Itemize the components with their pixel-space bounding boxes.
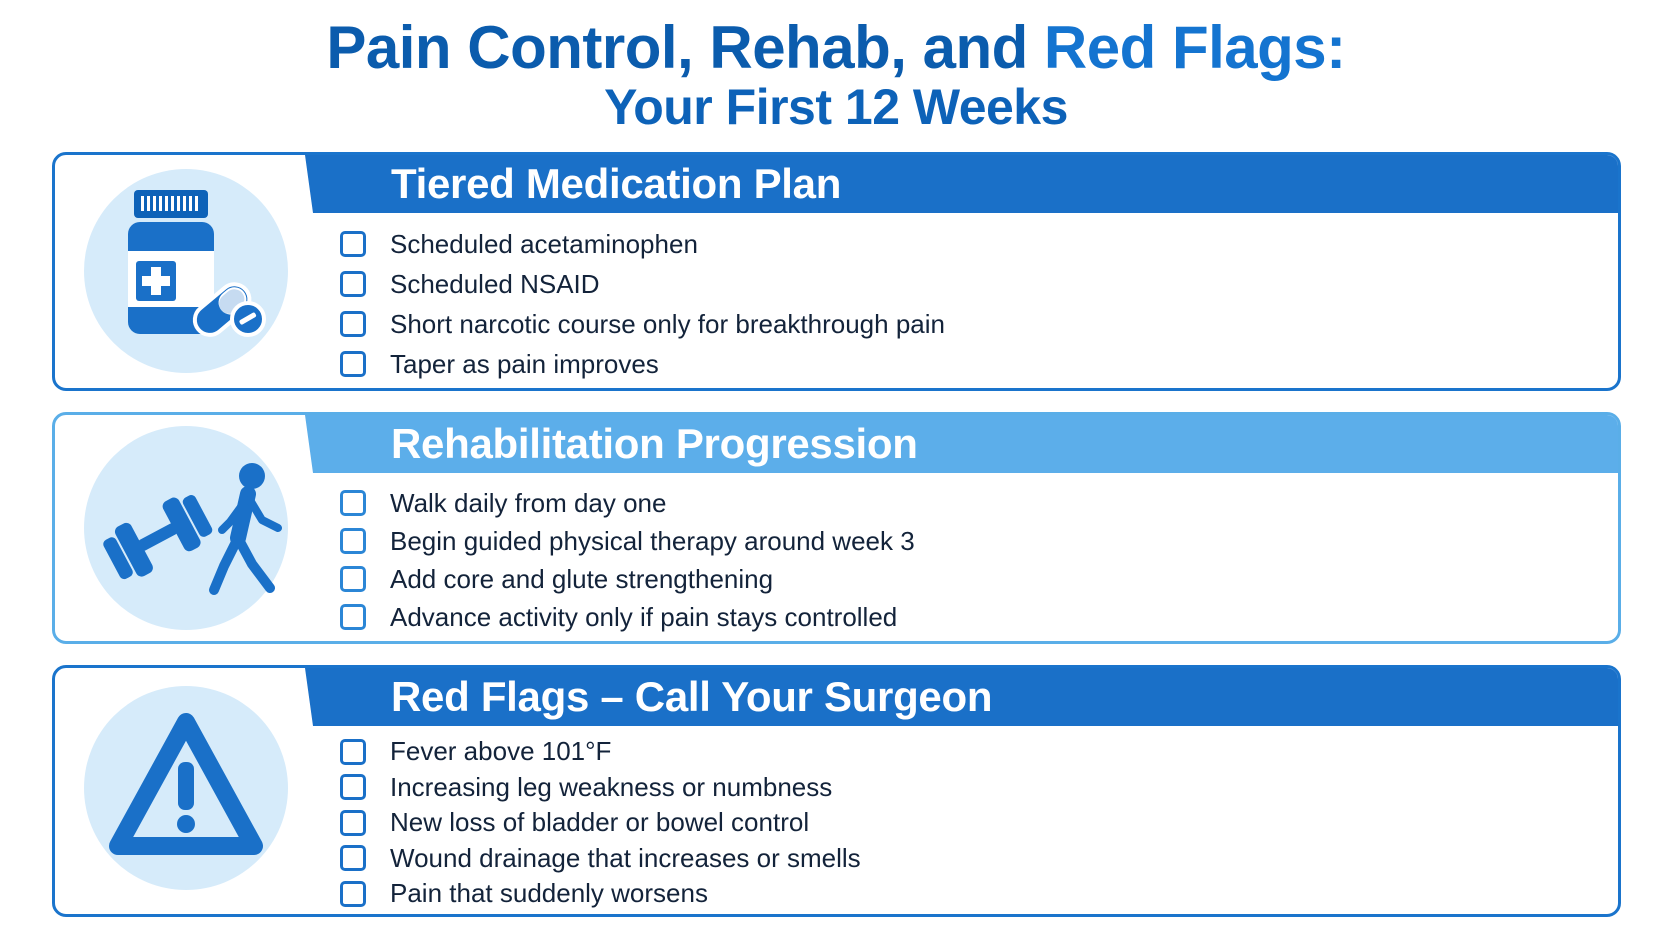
medicine-bottle-icon — [84, 169, 288, 373]
checklist-item-label: Add core and glute strengthening — [390, 563, 774, 594]
checklist-item-label: Taper as pain improves — [390, 348, 659, 379]
checkbox[interactable] — [340, 231, 366, 257]
checkbox[interactable] — [340, 311, 366, 337]
checklist-item: Walk daily from day one — [340, 484, 915, 522]
rehabilitation-checklist: Walk daily from day one Begin guided phy… — [340, 484, 915, 636]
medication-plan-heading: Tiered Medication Plan — [305, 155, 1618, 213]
checkbox[interactable] — [340, 566, 366, 592]
page-title-part1: Pain Control, Rehab, and — [326, 14, 1044, 81]
checkbox[interactable] — [340, 845, 366, 872]
checklist-item-label: Short narcotic course only for breakthro… — [390, 308, 945, 339]
checkbox[interactable] — [340, 604, 366, 630]
checklist-item-label: Pain that suddenly worsens — [390, 878, 708, 909]
checklist-item: Begin guided physical therapy around wee… — [340, 522, 915, 560]
checklist-item-label: Increasing leg weakness or numbness — [390, 771, 833, 802]
page-title: Pain Control, Rehab, and Red Flags: — [0, 12, 1672, 84]
checklist-item: Wound drainage that increases or smells — [340, 841, 861, 877]
checkbox[interactable] — [340, 738, 366, 765]
page-title-accent: Red Flags: — [1043, 14, 1346, 81]
checkbox[interactable] — [340, 809, 366, 836]
medication-plan-card: Tiered Medication Plan Scheduled acetami… — [52, 152, 1621, 391]
checklist-item: Taper as pain improves — [340, 344, 945, 384]
checklist-item-label: Scheduled NSAID — [390, 268, 600, 299]
checkbox[interactable] — [340, 271, 366, 297]
warning-triangle-icon — [84, 686, 288, 890]
dumbbell-walking-person-icon — [84, 426, 288, 630]
checklist-item: New loss of bladder or bowel control — [340, 805, 861, 841]
rehabilitation-card: Rehabilitation Progression Walk daily fr… — [52, 412, 1621, 644]
checklist-item-label: Scheduled acetaminophen — [390, 228, 698, 259]
checklist-item-label: Advance activity only if pain stays cont… — [390, 601, 898, 632]
checklist-item-label: New loss of bladder or bowel control — [390, 807, 810, 838]
checkbox[interactable] — [340, 528, 366, 554]
checklist-item: Scheduled acetaminophen — [340, 224, 945, 264]
red-flags-heading: Red Flags – Call Your Surgeon — [305, 668, 1618, 726]
checklist-item: Increasing leg weakness or numbness — [340, 770, 861, 806]
page-subtitle: Your First 12 Weeks — [604, 79, 1068, 135]
red-flags-card: Red Flags – Call Your Surgeon Fever abov… — [52, 665, 1621, 917]
checkbox[interactable] — [340, 351, 366, 377]
checkbox[interactable] — [340, 774, 366, 801]
rehabilitation-heading: Rehabilitation Progression — [305, 415, 1618, 473]
checklist-item-label: Begin guided physical therapy around wee… — [390, 525, 915, 556]
checklist-item: Short narcotic course only for breakthro… — [340, 304, 945, 344]
checklist-item-label: Walk daily from day one — [390, 487, 667, 518]
checklist-item: Fever above 101°F — [340, 734, 861, 770]
checklist-item: Add core and glute strengthening — [340, 560, 915, 598]
medication-checklist: Scheduled acetaminophen Scheduled NSAID … — [340, 224, 945, 384]
checkbox[interactable] — [340, 880, 366, 907]
checklist-item-label: Wound drainage that increases or smells — [390, 842, 861, 873]
checklist-item: Pain that suddenly worsens — [340, 876, 861, 912]
checklist-item: Advance activity only if pain stays cont… — [340, 598, 915, 636]
red-flags-checklist: Fever above 101°F Increasing leg weaknes… — [340, 734, 861, 912]
checklist-item-label: Fever above 101°F — [390, 736, 612, 767]
checklist-item: Scheduled NSAID — [340, 264, 945, 304]
checkbox[interactable] — [340, 490, 366, 516]
